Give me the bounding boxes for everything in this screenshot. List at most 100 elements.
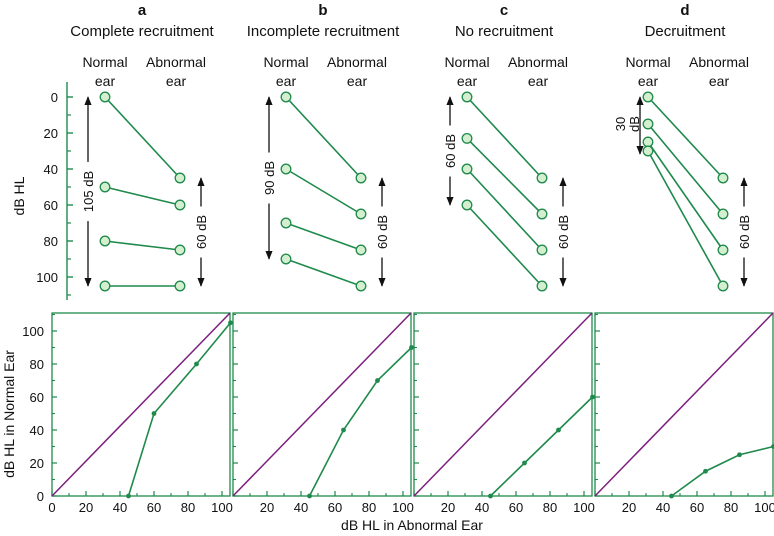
bottom-x-axis-label: dB HL in Abnormal Ear xyxy=(341,517,483,533)
normal-ear-label: ear xyxy=(457,73,478,89)
pair-line xyxy=(285,168,362,215)
top-panel-d: d Decruitment Normal ear Abnormal ear 30 dB 60 d… xyxy=(613,2,752,292)
abnormal-ear-marker xyxy=(536,280,548,292)
ladder-x-tick-label: 40 xyxy=(656,500,670,515)
normal-ear-marker xyxy=(280,253,292,265)
bottom-y-tick-label: 80 xyxy=(30,357,44,372)
ladder-line xyxy=(489,396,594,497)
span-label: 60 dB xyxy=(375,215,390,249)
ladder-x-tick-label: 40 xyxy=(113,500,127,515)
normal-ear-label: ear xyxy=(276,73,297,89)
pair-line xyxy=(285,96,362,179)
ladder-x-tick-label: 40 xyxy=(294,500,308,515)
abnormal-ear-label: ear xyxy=(528,73,549,89)
abnormal-ear-marker xyxy=(174,172,186,184)
bottom-panels: 0 20 40 60 80 100 0 20 40 60 80 100 20 40 60 80 100 20 40 6… xyxy=(22,312,774,515)
ladder-x-tick-label: 100 xyxy=(211,500,233,515)
normal-ear-marker xyxy=(280,217,292,229)
ladder-panel-d: 20 40 60 80 100 xyxy=(594,312,774,515)
normal-ear-marker xyxy=(642,136,654,148)
ladder-x-tick-label: 60 xyxy=(328,500,342,515)
span-label: 90 dB xyxy=(262,161,277,195)
abnormal-ear-marker xyxy=(717,208,729,220)
ladder-panel-a: 0 20 40 60 80 100 xyxy=(48,312,233,515)
normal-ear-marker xyxy=(99,91,111,103)
span-label: 105 dB xyxy=(81,171,96,212)
ladder-point xyxy=(488,493,493,499)
pair-line xyxy=(285,222,362,251)
abnormal-ear-marker xyxy=(355,172,367,184)
ladder-x-tick-label: 100 xyxy=(754,500,774,515)
ladder-point xyxy=(771,444,774,449)
abnormal-ear-label: ear xyxy=(166,73,187,89)
ladder-line xyxy=(671,445,774,497)
abnormal-ear-marker xyxy=(355,280,367,292)
ladder-frame xyxy=(594,312,774,497)
normal-ear-marker xyxy=(461,132,473,144)
abnormal-ear-marker xyxy=(174,199,186,211)
pair-line xyxy=(104,96,181,179)
ladder-panel-b: 20 40 60 80 100 xyxy=(232,312,414,515)
top-y-axis-label: dB HL xyxy=(11,176,27,215)
ladder-x-tick-label: 100 xyxy=(392,500,414,515)
bottom-y-axis: 0 20 40 60 80 100 xyxy=(22,324,44,504)
pair-line xyxy=(647,150,724,287)
ladder-point xyxy=(126,493,131,499)
pair-line xyxy=(104,186,181,206)
panel-letter: d xyxy=(680,2,689,19)
pair-line xyxy=(466,168,543,251)
top-panel-b: b Incomplete recruitment Normal ear Abnormal… xyxy=(247,2,400,292)
equality-line xyxy=(413,312,593,497)
panel-letter: a xyxy=(138,2,147,19)
bottom-y-tick-label: 20 xyxy=(30,456,44,471)
ladder-x-tick-label: 80 xyxy=(543,500,557,515)
pair-line xyxy=(647,141,724,251)
normal-ear-marker xyxy=(99,181,111,193)
top-y-axis: 0 20 40 60 80 100 xyxy=(36,82,73,300)
ladder-line xyxy=(308,346,413,497)
normal-ear-marker xyxy=(642,91,654,103)
ladder-x-tick-label: 60 xyxy=(147,500,161,515)
span-label: 60 dB xyxy=(443,134,458,168)
span-label: 60 dB xyxy=(556,215,571,249)
panel-title: Complete recruitment xyxy=(70,23,214,40)
ladder-frame xyxy=(413,312,593,497)
top-y-tick-label: 80 xyxy=(44,234,58,249)
abnormal-ear-label: Abnormal xyxy=(689,54,749,70)
ladder-x-tick-label: 60 xyxy=(690,500,704,515)
span-label: 30 xyxy=(613,117,628,131)
normal-ear-marker xyxy=(642,118,654,130)
ladder-x-tick-label: 20 xyxy=(79,500,93,515)
ladder-x-tick-label: 100 xyxy=(573,500,595,515)
abnormal-ear-marker xyxy=(174,280,186,292)
bottom-y-tick-label: 40 xyxy=(30,423,44,438)
top-panel-a: a Complete recruitment Normal ear Abnormal ea… xyxy=(70,2,215,292)
ladder-point xyxy=(737,452,742,458)
panel-letter: b xyxy=(318,2,327,19)
pair-line xyxy=(104,240,181,251)
ladder-x-tick-label: 60 xyxy=(509,500,523,515)
normal-ear-marker xyxy=(642,145,654,157)
abnormal-ear-marker xyxy=(536,172,548,184)
top-panels: 0 20 40 60 80 100 a Complete recruitment Normal e… xyxy=(36,2,752,300)
panel-title: No recruitment xyxy=(455,23,554,40)
normal-ear-marker xyxy=(280,163,292,175)
ladder-x-tick-label: 20 xyxy=(260,500,274,515)
panel-title: Incomplete recruitment xyxy=(247,23,400,40)
ladder-panel-c: 20 40 60 80 100 xyxy=(413,312,595,515)
ladder-frame xyxy=(232,312,412,497)
ladder-point xyxy=(375,378,380,383)
ladder-point xyxy=(556,427,561,433)
abnormal-ear-marker xyxy=(355,244,367,256)
normal-ear-marker xyxy=(99,280,111,292)
abnormal-ear-marker xyxy=(717,280,729,292)
ladder-x-tick-label: 40 xyxy=(475,500,489,515)
bottom-y-tick-label: 60 xyxy=(30,390,44,405)
pair-line xyxy=(466,204,543,287)
ladder-point xyxy=(228,320,233,326)
ladder-x-tick-label: 20 xyxy=(622,500,636,515)
normal-ear-marker xyxy=(461,199,473,211)
ladder-frame xyxy=(51,312,231,497)
ladder-point xyxy=(194,361,199,367)
abnormal-ear-marker xyxy=(174,244,186,256)
